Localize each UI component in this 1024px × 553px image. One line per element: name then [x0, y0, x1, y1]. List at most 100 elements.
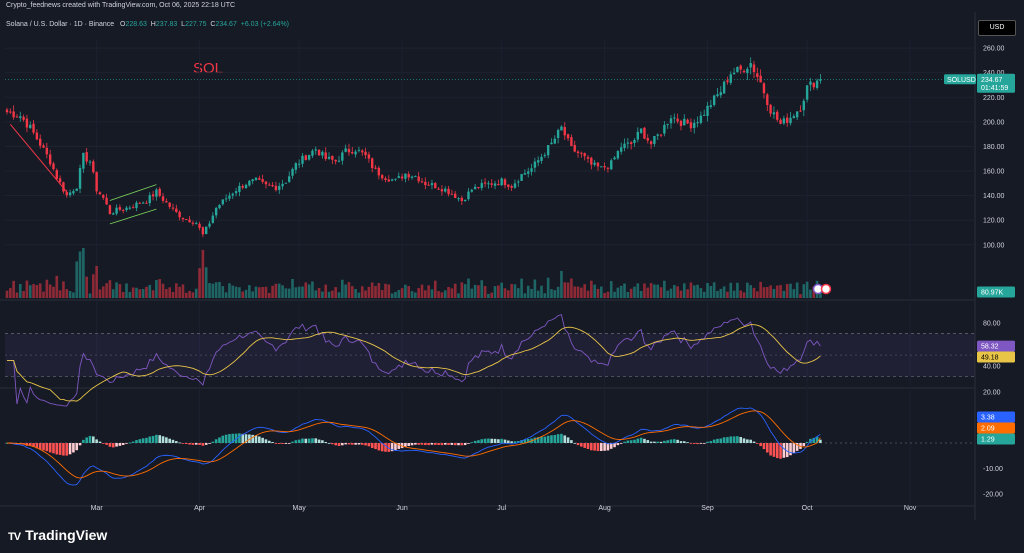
macd-histogram-bar	[500, 438, 503, 443]
macd-histogram-bar	[646, 440, 650, 443]
candle-body	[596, 162, 600, 167]
volume-bar	[194, 288, 198, 298]
macd-histogram-bar	[709, 441, 713, 443]
macd-histogram-bar	[258, 436, 261, 443]
volume-bar	[98, 289, 102, 298]
macd-histogram-bar	[443, 443, 447, 445]
volume-bar	[742, 292, 746, 298]
macd-histogram-bar	[224, 434, 228, 443]
volume-bar	[55, 275, 59, 298]
macd-histogram-bar	[756, 443, 759, 444]
candle-body	[673, 117, 676, 119]
close-value: 234.67	[215, 21, 237, 28]
candle-body	[78, 168, 82, 189]
volume-bar	[204, 267, 208, 298]
candle-body	[716, 94, 719, 97]
candle-body	[454, 193, 457, 198]
macd-histogram-bar	[58, 443, 62, 455]
volume-bar	[692, 285, 696, 298]
symbol-name[interactable]: Solana / U.S. Dollar · 1D · Binance	[6, 21, 115, 28]
candle-body	[636, 131, 639, 140]
candle-body	[729, 74, 732, 83]
volume-bar	[125, 283, 128, 298]
volume-bar	[682, 283, 686, 298]
volume-bar	[792, 289, 796, 298]
volume-bar	[676, 286, 679, 298]
volume-bar	[72, 292, 75, 298]
candle-body	[410, 176, 414, 178]
volume-bar	[234, 286, 238, 298]
volume-bar	[543, 293, 547, 298]
candle-body	[693, 122, 696, 128]
volume-bar	[440, 292, 444, 298]
candle-body	[327, 156, 331, 159]
macd-histogram-bar	[334, 443, 337, 446]
macd-histogram-bar	[108, 443, 112, 447]
volume-bar	[785, 283, 789, 298]
macd-histogram-bar	[636, 438, 640, 443]
signal-line	[6, 410, 821, 479]
price-axis-label: 160.00	[983, 169, 1005, 176]
macd-histogram-bar	[287, 443, 291, 444]
volume-bar	[135, 287, 138, 298]
tradingview-logo-icon: TV	[8, 531, 21, 543]
candle-body	[281, 183, 284, 187]
candle-body	[364, 151, 367, 156]
candle-body	[726, 80, 729, 83]
volume-bar	[387, 284, 391, 298]
candle-body	[278, 186, 281, 190]
volume-bar	[775, 285, 779, 298]
currency-button[interactable]: USD	[978, 20, 1016, 36]
macd-histogram-bar	[380, 443, 384, 452]
macd-histogram-bar	[580, 443, 583, 447]
candle-body	[490, 183, 493, 185]
volume-bar	[208, 283, 211, 298]
macd-histogram-bar	[812, 437, 816, 443]
macd-histogram-bar	[732, 436, 736, 443]
macd-histogram-bar	[716, 438, 719, 443]
volume-bar	[819, 291, 822, 298]
volume-bar	[450, 288, 454, 298]
rsi-ma-tag: 49.18	[981, 354, 999, 361]
macd-histogram-bar	[543, 436, 547, 443]
macd-histogram-bar	[546, 435, 550, 443]
volume-bar	[334, 287, 337, 298]
volume-bar	[643, 283, 646, 298]
volume-bar	[516, 288, 520, 298]
candle-body	[786, 117, 789, 123]
candle-body	[666, 123, 669, 125]
high-label: H	[150, 21, 156, 28]
macd-histogram-bar	[603, 443, 606, 451]
macd-histogram-bar	[656, 441, 660, 443]
volume-bar	[756, 291, 759, 298]
volume-bar	[277, 283, 281, 298]
candle-body	[463, 199, 467, 202]
candle-body	[719, 92, 722, 96]
volume-bar	[168, 287, 171, 298]
volume-bar	[297, 286, 301, 298]
price-axis-label: 260.00	[983, 46, 1005, 53]
candle-body	[384, 178, 387, 180]
macd-histogram-bar	[802, 443, 806, 446]
candle-body	[772, 112, 776, 115]
macd-histogram-bar	[88, 435, 92, 443]
candle-body	[407, 174, 410, 178]
macd-histogram-bar	[175, 441, 178, 443]
volume-bar	[404, 284, 407, 298]
macd-histogram-bar	[165, 437, 168, 443]
candle-body	[756, 73, 759, 78]
volume-bar	[467, 278, 470, 298]
volume-bar	[370, 282, 374, 298]
candle-body	[530, 168, 533, 172]
macd-histogram-bar	[128, 442, 132, 444]
candle-body	[424, 181, 427, 186]
candle-body	[527, 171, 530, 174]
volume-bar	[12, 280, 15, 298]
volume-bar	[28, 285, 32, 298]
macd-histogram-bar	[765, 443, 769, 453]
candle-body	[440, 189, 444, 192]
macd-histogram-bar	[487, 438, 490, 443]
macd-histogram-bar	[341, 443, 344, 446]
volume-bar	[480, 280, 484, 298]
